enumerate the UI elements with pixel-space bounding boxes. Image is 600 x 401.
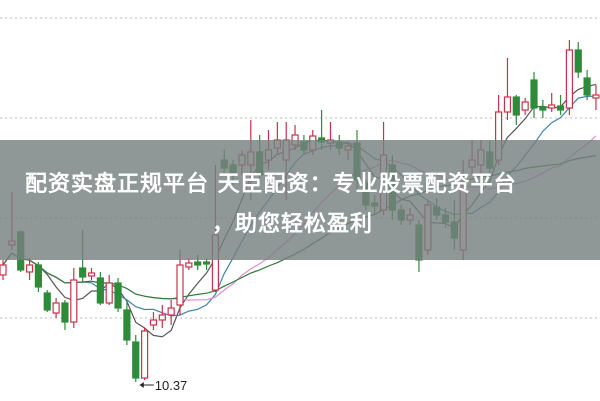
candle-body [96, 277, 104, 304]
candle-body [556, 105, 565, 111]
candle-body [123, 309, 131, 341]
candle-body [530, 79, 538, 109]
candle-body [149, 319, 158, 326]
candle-body [79, 267, 87, 278]
candle-body [194, 261, 202, 266]
candle-body [176, 264, 184, 306]
candle-body [43, 292, 51, 311]
candle-body [583, 77, 591, 96]
candle-body [202, 261, 211, 265]
low-price-label: 10.37 [155, 378, 188, 393]
candle-body [158, 314, 166, 321]
banner-title-line1: 配资实盘正规平台 天臣配资：专业股票配资平台 [25, 172, 517, 197]
candle-body [114, 282, 122, 309]
candle-body [521, 101, 529, 111]
candle-body [87, 272, 96, 277]
banner-title-line2: ，助您轻松盈利 [212, 212, 374, 237]
candle-body [167, 307, 175, 316]
candle-body [574, 49, 582, 73]
candle-body [592, 94, 600, 99]
candle-body [539, 106, 547, 111]
candle-body [25, 264, 34, 273]
candle-body [503, 96, 512, 113]
candle-body [34, 264, 43, 288]
candle-body [565, 49, 574, 109]
candle-body [141, 330, 149, 379]
candle-body [0, 264, 7, 276]
candle-body [512, 96, 520, 116]
candle-body [105, 282, 113, 304]
candle-body [185, 262, 193, 268]
candle-body [61, 302, 69, 323]
candle-body [52, 302, 60, 314]
annotation-arrowhead [139, 382, 144, 388]
candle-body [548, 104, 556, 109]
candle-body [132, 341, 140, 379]
overlay-banner [0, 140, 600, 260]
candle-body [70, 279, 78, 323]
